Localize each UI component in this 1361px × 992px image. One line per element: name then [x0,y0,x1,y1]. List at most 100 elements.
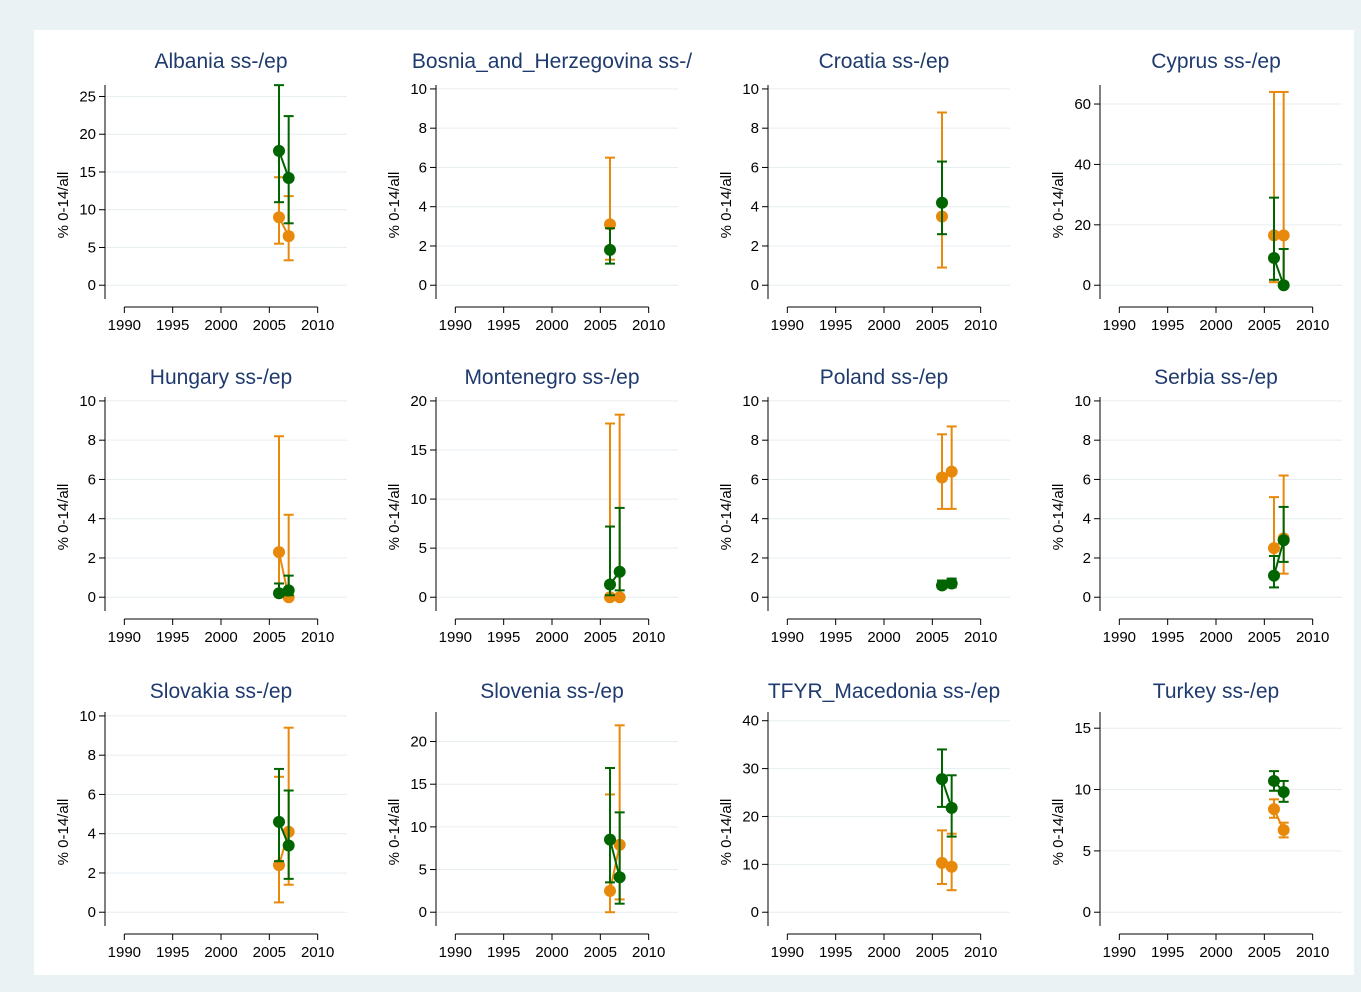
chart-7-green-line [1273,540,1285,576]
chart-10-xtick-label: 2010 [964,944,997,961]
chart-2-ytick-label: 6 [751,159,759,176]
chart-7-ytick-label: 6 [1083,471,1091,488]
chart-panel-0: Albania ss-/ep 0 5 10 15 20 25 1990 1995 2000 2005… [55,50,347,334]
chart-3-title: Cyprus ss-/ep [1151,50,1281,73]
chart-7-ytick-label: 4 [1083,511,1091,528]
chart-6-orange-point [945,465,958,478]
chart-2-xtick-label: 2000 [867,317,900,334]
chart-3-ytick-label: 0 [1083,277,1091,294]
chart-4-ytick-label: 8 [88,432,96,449]
chart-6-ylabel: % 0-14/all [718,484,735,551]
chart-0-xtick-label: 2005 [253,317,286,334]
chart-0-xtick-label: 1990 [108,317,141,334]
chart-11-ytick-label: 5 [1083,843,1091,860]
chart-11-xtick-label: 2000 [1199,944,1232,961]
chart-8-ytick-label: 6 [88,786,96,803]
chart-7-xtick-label: 2000 [1199,629,1232,646]
chart-10-ytick-label: 0 [751,904,759,921]
chart-9-orange-point [604,884,616,897]
chart-3-xtick-label: 2000 [1199,317,1232,334]
chart-3-ytick-label: 60 [1074,96,1091,113]
chart-11-xtick-label: 2005 [1248,944,1281,961]
chart-6-xtick-label: 2000 [867,629,900,646]
chart-10-xtick-label: 1990 [771,944,804,961]
chart-8-ylabel: % 0-14/all [55,799,72,866]
chart-0-xtick-label: 2000 [204,317,237,334]
chart-8-xtick-label: 2000 [204,944,237,961]
chart-1-ylabel: % 0-14/all [386,172,403,239]
chart-11-ytick-label: 10 [1074,782,1091,799]
chart-5-xtick-label: 2005 [584,629,617,646]
chart-4-xtick-label: 2000 [204,629,237,646]
chart-1-ytick-label: 2 [419,238,427,255]
chart-6-xtick-label: 1990 [771,629,804,646]
chart-3-ylabel: % 0-14/all [1050,172,1067,239]
chart-1-ytick-label: 8 [419,120,427,137]
chart-6-xtick-label: 2005 [916,629,949,646]
chart-10-ytick-label: 20 [742,808,759,825]
chart-6-ytick-label: 10 [742,393,759,410]
chart-0-ytick-label: 25 [79,88,96,105]
chart-9-ylabel: % 0-14/all [386,799,403,866]
chart-4-ytick-label: 4 [88,511,96,528]
chart-10-ytick-label: 40 [742,713,759,730]
chart-5-xtick-label: 1995 [487,629,520,646]
chart-4-ytick-label: 0 [88,589,96,606]
chart-8-xtick-label: 1995 [156,944,189,961]
chart-7-green-point [1268,569,1280,582]
chart-4-ytick-label: 10 [79,393,96,410]
chart-6-xtick-label: 1995 [819,629,852,646]
chart-4-xtick-label: 2005 [253,629,286,646]
chart-10-xtick-label: 2005 [916,944,949,961]
chart-1-xtick-label: 1995 [487,317,520,334]
chart-4-orange-point [273,546,285,559]
chart-2-ytick-label: 10 [742,81,759,98]
chart-0-green-point [282,172,295,185]
chart-5-orange-point [613,591,626,604]
chart-panel-2: Croatia ss-/ep 0 2 4 6 8 10 1990 1995 2000 2005 201… [718,50,1010,334]
chart-0-xtick-label: 2010 [301,317,334,334]
chart-1-ytick-label: 0 [419,277,427,294]
chart-8-ytick-label: 10 [79,708,96,725]
chart-1-xtick-label: 2000 [535,317,568,334]
chart-panel-4: Hungary ss-/ep 0 2 4 6 8 10 1990 1995 2000 2005 201… [55,366,347,646]
chart-panel-9: Slovenia ss-/ep 0 5 10 15 20 1990 1995 2000 2005 2… [386,680,678,961]
chart-1-ytick-label: 6 [419,159,427,176]
chart-10-title: TFYR_Macedonia ss-/ep [768,680,1000,703]
chart-10-ylabel: % 0-14/all [718,799,735,866]
chart-11-title: Turkey ss-/ep [1153,680,1279,703]
chart-11-xtick-label: 2010 [1296,944,1329,961]
chart-8-green-point [273,815,285,828]
chart-7-title: Serbia ss-/ep [1154,366,1278,389]
chart-11-xtick-label: 1995 [1151,944,1184,961]
chart-7-ylabel: % 0-14/all [1050,484,1067,551]
chart-5-orange-point [604,591,616,604]
chart-5-xtick-label: 2000 [535,629,568,646]
chart-8-xtick-label: 1990 [108,944,141,961]
chart-5-green-point [604,578,616,591]
chart-7-orange-point [1268,542,1280,555]
chart-9-green-point [613,871,626,884]
chart-0-ytick-label: 15 [79,164,96,181]
chart-2-ytick-label: 0 [751,277,759,294]
chart-6-ytick-label: 0 [751,589,759,606]
chart-panel-1: Bosnia_and_Herzegovina ss-/ 0 2 4 6 8 10 1990 19… [386,50,692,334]
chart-7-ytick-label: 8 [1083,432,1091,449]
chart-9-ytick-label: 20 [410,734,427,751]
chart-9-ytick-label: 10 [410,819,427,836]
chart-7-ytick-label: 2 [1083,550,1091,567]
chart-7-xtick-label: 2010 [1296,629,1329,646]
chart-8-xtick-label: 2005 [253,944,286,961]
chart-8-ytick-label: 8 [88,747,96,764]
chart-panel-10: TFYR_Macedonia ss-/ep 0 10 20 30 40 1990 1995 20… [718,680,1010,961]
chart-4-xtick-label: 1990 [108,629,141,646]
chart-9-green-line [609,839,621,878]
chart-11-green-point [1268,774,1280,787]
chart-10-green-point [945,801,958,814]
chart-7-xtick-label: 2005 [1248,629,1281,646]
chart-5-title: Montenegro ss-/ep [464,366,639,389]
chart-9-xtick-label: 1990 [439,944,472,961]
chart-9-ytick-label: 5 [419,862,427,879]
chart-9-title: Slovenia ss-/ep [480,680,624,703]
chart-1-ytick-label: 4 [419,199,427,216]
